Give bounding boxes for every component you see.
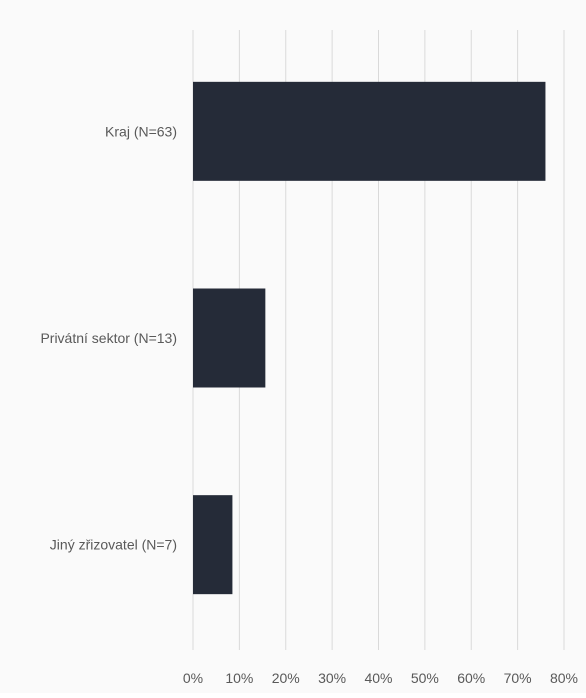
category-label: Jiný zřizovatel (N=7) bbox=[50, 537, 177, 553]
x-tick-label: 40% bbox=[364, 670, 392, 686]
bar bbox=[193, 288, 266, 388]
x-tick-labels: 0% 10% 20% 30% 40% 50% 60% 70% 80% bbox=[183, 670, 578, 686]
x-tick-label: 0% bbox=[183, 670, 203, 686]
bar bbox=[193, 495, 233, 595]
x-tick-label: 60% bbox=[457, 670, 485, 686]
x-tick-label: 20% bbox=[272, 670, 300, 686]
x-tick-label: 70% bbox=[504, 670, 532, 686]
x-tick-label: 50% bbox=[411, 670, 439, 686]
category-label: Privátní sektor (N=13) bbox=[40, 330, 177, 346]
bars bbox=[193, 81, 546, 595]
x-tick-label: 80% bbox=[550, 670, 578, 686]
bar bbox=[193, 81, 546, 181]
category-label: Kraj (N=63) bbox=[105, 123, 177, 139]
x-tick-label: 10% bbox=[225, 670, 253, 686]
x-tick-label: 30% bbox=[318, 670, 346, 686]
category-labels: Kraj (N=63) Privátní sektor (N=13) Jiný zř… bbox=[40, 123, 177, 552]
